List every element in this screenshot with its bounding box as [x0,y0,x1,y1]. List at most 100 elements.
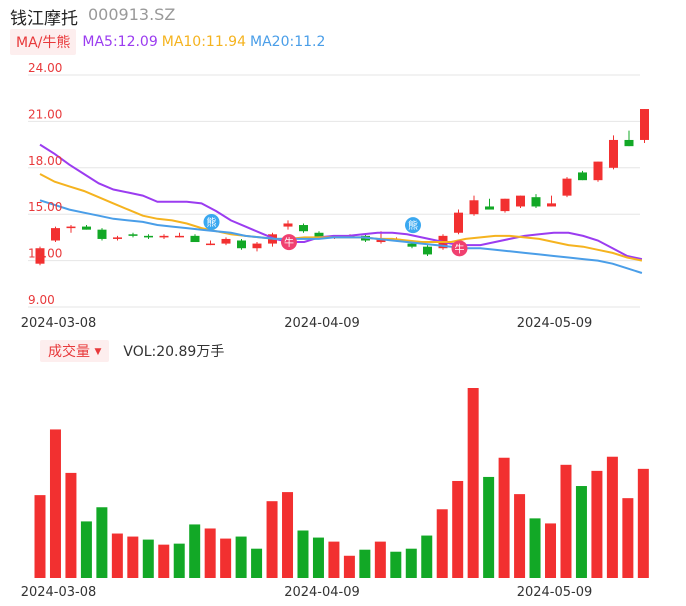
volume-bars [34,388,649,578]
ma-lines [39,143,643,274]
volume-bar [421,535,433,578]
candle-body [624,139,634,147]
marker-label: 熊 [207,216,217,229]
candle-body [562,178,572,196]
volume-date-axis-labels: 2024-03-08 2024-04-09 2024-05-09 [21,585,593,600]
marker-circle [203,214,220,231]
volume-bar [158,544,170,578]
marker-circle [405,217,421,234]
candle-body [175,235,184,238]
candle-body [190,235,200,243]
date-axis-labels: 2024-03-08 2024-04-09 2024-05-09 [21,316,593,331]
marker-label: 牛 [284,236,294,249]
ma20-line [39,199,643,274]
volume-bar [34,495,46,578]
volume-bar [374,541,386,578]
date-label: 2024-04-09 [284,316,360,331]
bull-bear-marker: 牛 [281,234,297,251]
volume-bar [498,457,510,578]
volume-bar [65,472,77,578]
bull-bear-marker: 牛 [451,240,468,257]
volume-bar [452,480,464,578]
volume-bar [591,470,603,578]
volume-bar [80,521,92,578]
candle-body [206,243,215,246]
volume-bar [405,548,417,578]
bull-bear-marker: 熊 [203,214,220,231]
candle-body [299,225,308,232]
volume-bar [127,536,139,578]
bull-bear-markers: 熊牛 熊牛 [203,214,468,257]
price-grid [28,74,640,308]
stock-name: 钱江摩托 [10,9,78,29]
volume-indicator-selector[interactable]: 成交量 ▼ [40,340,110,362]
candle-body [469,200,479,215]
volume-legend: 成交量 ▼ VOL:20.89万手 [40,340,225,362]
volume-bar [111,533,123,578]
candle-body [283,223,293,227]
candle-body [237,240,246,249]
ma-indicator-selector[interactable]: MA/牛熊 [10,29,77,55]
volume-bar [343,555,355,578]
volume-bar [204,528,216,578]
marker-label: 牛 [455,242,465,255]
candle-body [531,197,541,207]
volume-bar [266,501,278,578]
candle-body [128,234,138,236]
volume-bar [142,539,154,578]
volume-bar [390,551,402,578]
candle-body [407,243,417,247]
ma10-legend: MA10:11.94 [161,34,247,50]
candle-body [113,237,122,239]
dropdown-arrow-icon: ▼ [94,347,102,357]
date-label: 2024-05-09 [517,316,593,331]
candle-body [423,246,432,255]
volume-bar [575,486,587,578]
volume-bar [189,524,201,578]
volume-bar [560,464,572,578]
volume-bar [282,492,294,578]
volume-bar [173,543,185,578]
candle-body [97,229,107,239]
candle-body [82,226,91,230]
price-tick-label: 21.00 [28,107,62,121]
volume-date-label: 2024-04-09 [284,585,360,600]
price-tick-label: 15.00 [28,200,62,214]
volume-bar [529,518,541,578]
candle-body [454,212,463,233]
volume-bar [483,476,495,578]
price-tick-label: 9.00 [28,293,55,307]
candle-body [221,238,231,244]
candle-body [252,243,262,249]
price-axis-labels: 24.00 21.00 18.00 15.00 12.00 9.00 [28,61,62,307]
volume-bar [436,509,448,578]
candle-body [547,203,556,207]
price-tick-label: 18.00 [28,154,62,168]
candle-body [159,235,169,238]
marker-circle [281,234,297,251]
candle-body [144,235,153,238]
ma5-line [39,143,643,261]
candle-body [314,232,324,238]
date-label: 2024-03-08 [21,316,97,331]
bull-bear-marker: 熊 [405,217,421,234]
ma20-legend: MA20:11.2 [250,34,326,50]
volume-bar [514,494,526,578]
volume-bar [467,388,479,578]
volume-value: VOL:20.89万手 [123,344,225,360]
volume-bar [545,523,557,578]
volume-bar [637,468,649,578]
candle-body [66,226,76,229]
candle-body [640,109,649,140]
volume-bar [49,429,61,578]
candle-body [500,198,510,212]
volume-bar [622,498,634,578]
volume-bar [359,549,371,578]
candle-body [376,238,386,243]
marker-circle [451,240,468,257]
volume-date-label: 2024-05-09 [517,585,593,600]
price-tick-label: 12.00 [28,247,62,261]
volume-bar [251,548,263,578]
volume-bar [297,530,309,578]
